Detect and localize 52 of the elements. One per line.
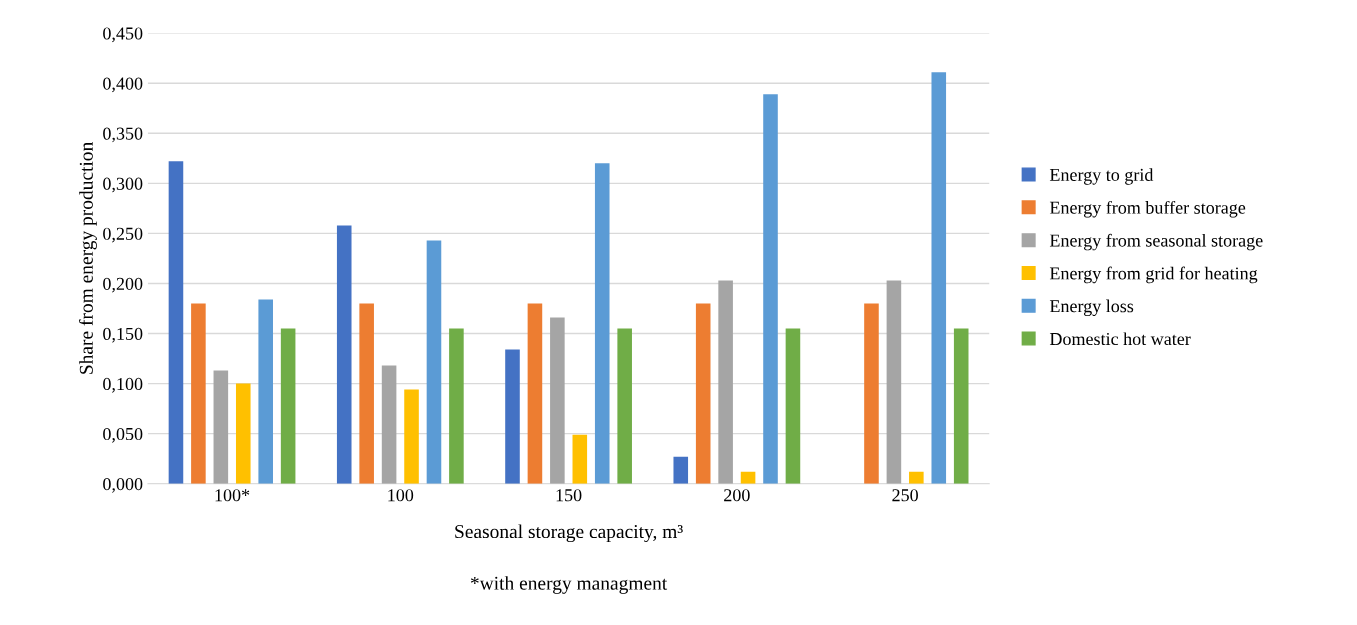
bar [235, 383, 251, 484]
y-tick-label: 0,450 [103, 27, 143, 43]
x-tick-label: 250 [892, 489, 918, 502]
bar [718, 280, 733, 484]
bar [572, 434, 588, 484]
bar [191, 303, 206, 484]
bar [280, 328, 296, 484]
bar [505, 349, 520, 484]
bar [673, 456, 689, 484]
bar [449, 328, 464, 484]
y-tick-label: 0,300 [103, 177, 143, 193]
bar [785, 328, 801, 484]
bar [381, 365, 397, 484]
legend-label: Energy from buffer storage [1049, 200, 1246, 218]
bar [695, 303, 711, 484]
y-tick-label: 0,250 [103, 227, 143, 243]
bar [258, 299, 273, 484]
bar [426, 240, 442, 484]
bar [909, 471, 924, 484]
y-axis-title: Share from energy production [78, 142, 97, 374]
bar [336, 225, 352, 484]
x-tick-label: 100 [388, 489, 414, 502]
bar [864, 303, 879, 484]
bar [931, 72, 947, 484]
legend-label: Energy loss [1049, 299, 1134, 317]
legend-label: Energy from seasonal storage [1049, 233, 1263, 251]
x-tick-label: 200 [724, 489, 750, 502]
x-axis-title: Seasonal storage capacity, m³ [455, 524, 683, 543]
bar [404, 389, 419, 484]
bar [617, 328, 632, 484]
text: *with energy managment [470, 576, 668, 594]
x-tick-label: 100* [215, 489, 250, 502]
y-tick-label: 0,000 [103, 478, 143, 493]
y-tick-label: 0,400 [103, 77, 143, 93]
y-tick-label: 0,350 [103, 127, 143, 143]
legend-label: Energy to grid [1049, 168, 1154, 185]
bar [886, 280, 902, 484]
bar [359, 303, 374, 484]
bar [168, 161, 184, 484]
y-tick-label: 0,050 [103, 427, 143, 443]
bar [594, 163, 610, 484]
y-tick-label: 0,150 [103, 327, 143, 343]
bar [527, 303, 543, 484]
bar [763, 94, 778, 484]
bar [213, 370, 229, 484]
legend-label: Domestic hot water [1049, 332, 1191, 346]
bar [953, 328, 969, 484]
y-tick-label: 0,100 [103, 377, 143, 393]
x-tick-label: 150 [556, 489, 582, 502]
bar [550, 317, 565, 484]
y-tick-label: 0,200 [103, 277, 143, 293]
legend-label: Energy from grid for heating [1049, 266, 1258, 284]
